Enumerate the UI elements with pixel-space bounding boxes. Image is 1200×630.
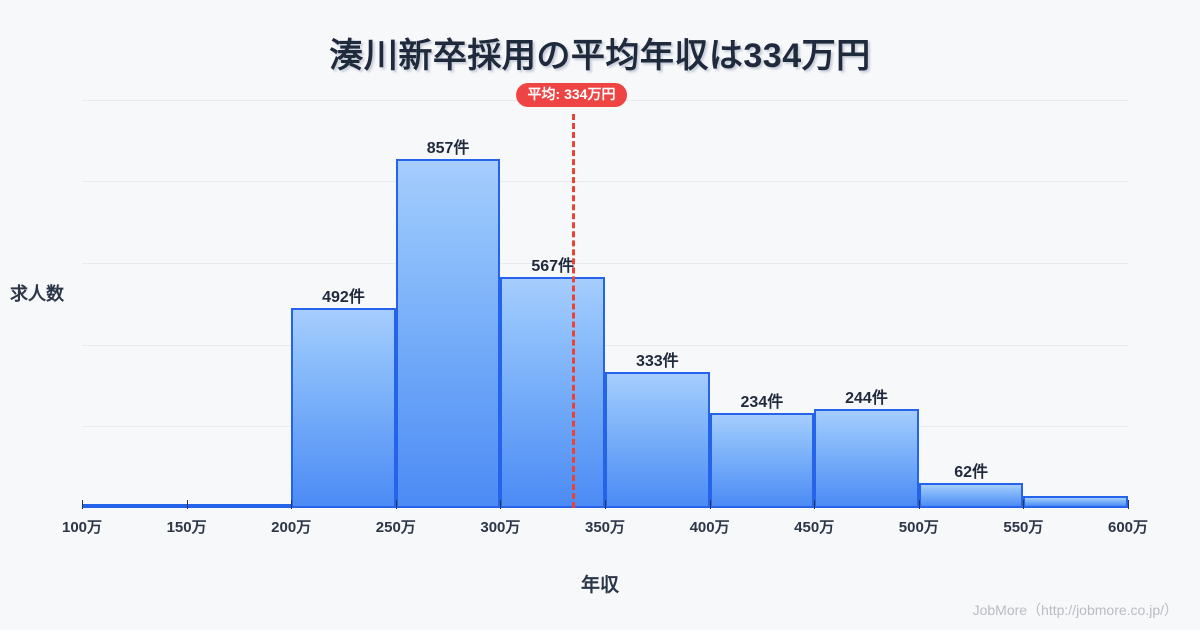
gridline bbox=[82, 263, 1128, 264]
bar-value-label: 62件 bbox=[954, 463, 988, 481]
bar-450-500万 bbox=[814, 408, 919, 508]
bar-300-350万 bbox=[500, 277, 605, 508]
mean-vertical-line bbox=[571, 114, 575, 508]
bar-100-150万 bbox=[82, 504, 187, 508]
bar-500-550万 bbox=[918, 482, 1024, 508]
x-axis-tick-mark bbox=[291, 500, 293, 509]
x-axis-tick-label: 300万 bbox=[480, 519, 521, 536]
chart-title: 湊川新卒採用の平均年収は334万円 bbox=[329, 37, 871, 75]
y-axis-label: 求人数 bbox=[10, 284, 64, 304]
gridline bbox=[82, 345, 1128, 346]
x-axis-tick-label: 600万 bbox=[1107, 519, 1149, 536]
bar-value-label: 234件 bbox=[740, 393, 784, 411]
bar-350-400万 bbox=[605, 372, 710, 508]
x-axis-tick-mark bbox=[186, 500, 188, 509]
x-axis-tick-mark bbox=[918, 500, 920, 509]
x-axis-tick-mark bbox=[395, 500, 397, 509]
x-axis-tick-mark bbox=[500, 500, 502, 509]
x-axis-tick-mark bbox=[605, 500, 606, 509]
bar-150-200万 bbox=[186, 504, 292, 508]
x-axis-tick-label: 100万 bbox=[61, 519, 103, 536]
bar-200-250万 bbox=[291, 307, 396, 508]
bar-550-600万 bbox=[1023, 495, 1128, 508]
x-axis-tick-label: 150万 bbox=[166, 519, 207, 536]
x-axis-tick-label: 400万 bbox=[689, 519, 730, 536]
x-axis-tick-label: 450万 bbox=[794, 519, 835, 536]
bar-value-label: 244件 bbox=[845, 389, 888, 407]
x-axis-tick-mark bbox=[1128, 500, 1129, 509]
x-axis-tick-mark bbox=[709, 500, 711, 509]
mean-badge: 平均: 334万円 bbox=[515, 83, 628, 108]
bar-value-label: 492件 bbox=[322, 288, 365, 306]
x-axis-tick-label: 200万 bbox=[271, 519, 312, 536]
x-axis-tick-mark bbox=[82, 500, 83, 509]
x-axis-tick-label: 250万 bbox=[375, 519, 416, 536]
x-axis-label: 年収 bbox=[580, 575, 619, 596]
plot-area: 492件 857件 567件 333件 234件 244件 62件 平均: 334万円 bbox=[82, 83, 1128, 508]
x-axis-tick-mark bbox=[814, 500, 816, 509]
bar-value-label: 567件 bbox=[531, 258, 575, 276]
gridline bbox=[82, 181, 1128, 182]
bar-value-label: 333件 bbox=[635, 353, 679, 371]
x-axis-tick-label: 550万 bbox=[1003, 519, 1044, 536]
footer-credit: JobMore（http://jobmore.co.jp/） bbox=[972, 602, 1178, 618]
bar-400-450万 bbox=[709, 412, 815, 508]
bar-250-300万 bbox=[395, 159, 501, 508]
x-axis-tick-mark bbox=[1023, 500, 1025, 509]
x-axis-tick-label: 500万 bbox=[898, 519, 939, 536]
bar-value-label: 857件 bbox=[426, 140, 470, 158]
x-axis-tick-label: 350万 bbox=[584, 519, 626, 536]
